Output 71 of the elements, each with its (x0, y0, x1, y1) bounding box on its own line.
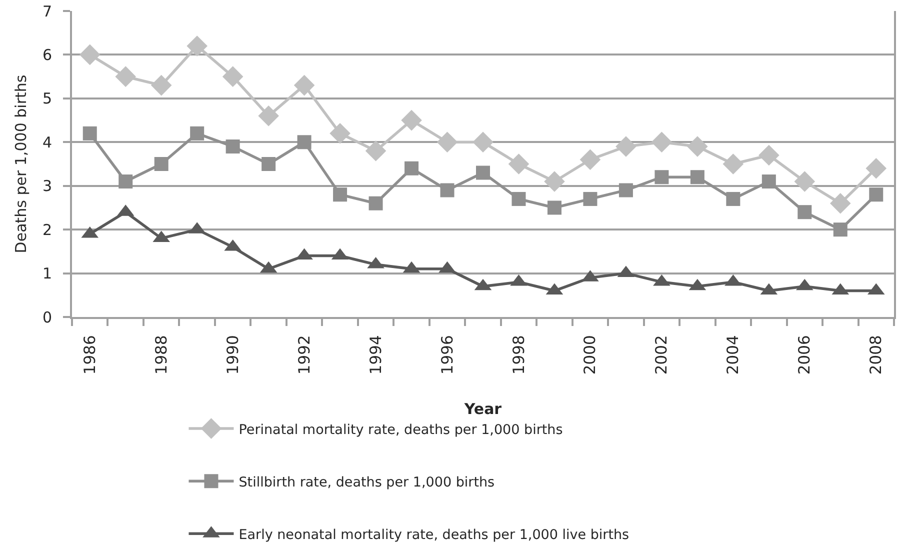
legend-label: Perinatal mortality rate, deaths per 1,000 births (238, 422, 563, 438)
point (297, 135, 312, 150)
point (794, 171, 816, 192)
point (330, 123, 350, 144)
point (583, 192, 598, 206)
y-tick-label: 7 (42, 2, 52, 20)
x-tick-label: 1986 (80, 335, 99, 375)
point (830, 192, 851, 214)
point (368, 196, 383, 210)
point (722, 154, 744, 174)
point (404, 161, 419, 176)
point (333, 188, 348, 202)
point (758, 144, 780, 166)
point (294, 74, 315, 96)
point (866, 158, 887, 179)
x-axis-title: Year (463, 400, 502, 418)
point (190, 126, 204, 140)
y-tick-label: 1 (42, 264, 52, 283)
legend-label: Early neonatal mortality rate, deaths per 1,000 live births (238, 526, 630, 543)
y-tick-label: 0 (42, 308, 52, 326)
point (150, 74, 172, 96)
point (651, 132, 672, 153)
x-tick-label: 2004 (724, 335, 742, 375)
point (222, 66, 244, 87)
point (547, 200, 562, 215)
point (690, 170, 704, 184)
point (436, 132, 458, 153)
point (616, 136, 636, 157)
point (186, 36, 208, 56)
y-tick-label: 4 (42, 133, 52, 152)
point (798, 205, 812, 220)
point (833, 222, 848, 237)
point (472, 132, 494, 153)
x-tick-label: 1990 (224, 335, 242, 375)
x-tick-label: 1992 (295, 335, 314, 375)
point (508, 154, 530, 174)
y-axis-title: Deaths per 1,000 births (12, 74, 30, 254)
point (618, 183, 633, 198)
point (544, 171, 565, 192)
point (79, 44, 100, 66)
point (262, 157, 276, 171)
x-tick-label: 1988 (152, 335, 170, 375)
point (869, 188, 884, 202)
point (726, 192, 740, 206)
point (226, 140, 240, 154)
point (512, 192, 526, 206)
y-tick-label: 3 (42, 177, 52, 196)
point (762, 174, 776, 188)
point (654, 170, 669, 184)
x-tick-label: 2006 (796, 335, 814, 375)
y-tick-label: 2 (42, 220, 52, 239)
point (115, 66, 136, 87)
point (82, 126, 97, 140)
x-tick-label: 1994 (366, 335, 385, 375)
point (687, 136, 708, 157)
point (154, 157, 168, 171)
point (118, 174, 133, 188)
x-tick-label: 1996 (438, 335, 456, 375)
x-tick-label: 2008 (867, 335, 886, 375)
y-tick-label: 6 (42, 46, 52, 64)
point (476, 166, 490, 180)
x-tick-label: 2002 (652, 335, 671, 375)
point (401, 110, 422, 131)
x-tick-label: 2000 (581, 335, 600, 375)
point (580, 149, 601, 170)
y-tick-label: 5 (42, 90, 52, 108)
point (258, 106, 279, 126)
point (440, 183, 454, 198)
legend-label: Stillbirth rate, deaths per 1,000 births (238, 474, 495, 490)
x-tick-label: 1998 (510, 335, 528, 375)
point (365, 140, 386, 162)
